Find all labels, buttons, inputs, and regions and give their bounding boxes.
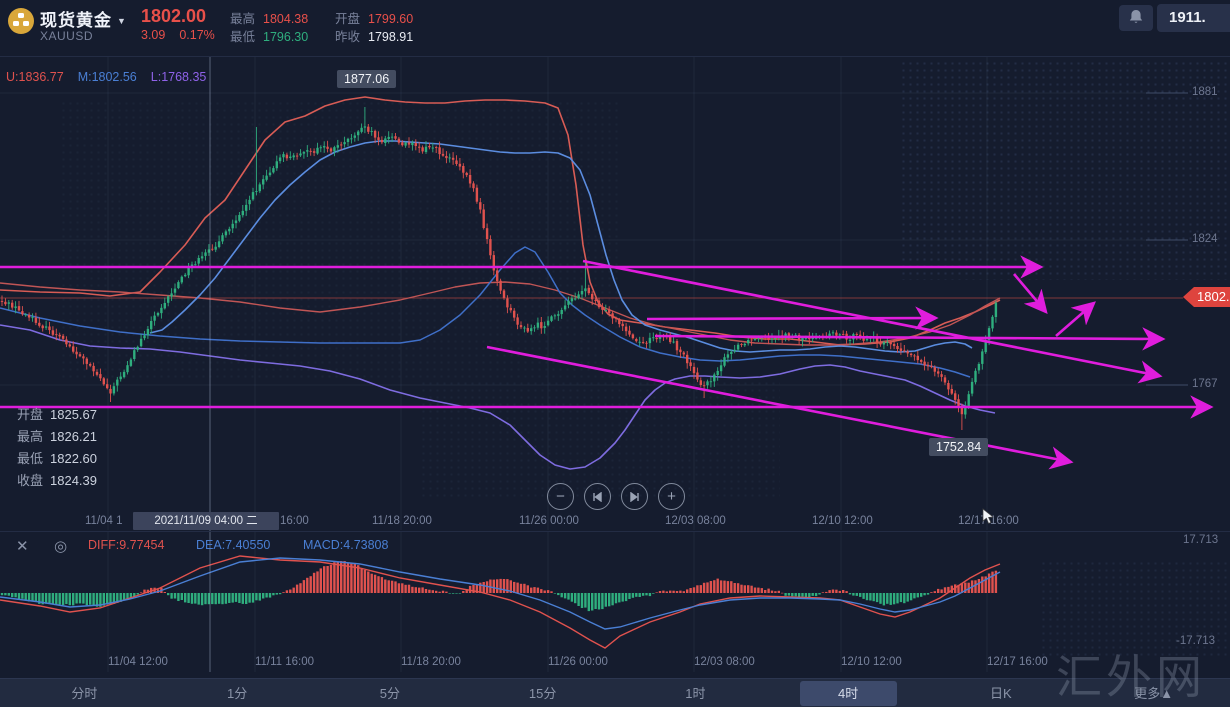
axis-tick-label: 12/10 12:00: [841, 656, 902, 668]
boll-value: U:1836.77: [6, 70, 64, 84]
current-price-tag: 1802.0: [1183, 287, 1230, 307]
macd-diff-line: [0, 555, 1001, 649]
site-logo-icon: [8, 8, 34, 34]
change-percent: 0.17%: [179, 28, 215, 42]
axis-tick-label: 11/11 16:00: [255, 656, 315, 668]
stat-label: 最低: [230, 30, 256, 44]
zoom-out-button[interactable]: −: [547, 483, 574, 510]
tooltip-row: 开盘 1825.67: [17, 407, 98, 422]
session-stats: 最高 1804.38 开盘 1799.60 最低 1796.30 昨收 1798.91: [230, 8, 445, 44]
chevron-down-icon: ▼: [117, 16, 127, 26]
price-change: 3.09 0.17%: [141, 28, 215, 42]
stat-value: 1799.60: [368, 12, 414, 26]
header-divider: [0, 56, 1230, 57]
stat-label: 开盘: [335, 12, 361, 26]
close-icon[interactable]: ✕: [16, 538, 29, 555]
alert-bell-button[interactable]: [1119, 5, 1153, 31]
axis-tick-label: 11/04 12:00: [108, 656, 168, 668]
axis-tick-label: 11/26 00:00: [519, 515, 579, 527]
tooltip-row: 最低 1822.60: [17, 451, 98, 466]
macd-axis-min: -17.713: [1176, 635, 1216, 647]
range-low-arrow: [654, 327, 1166, 351]
stat-label: 最高: [230, 12, 256, 26]
tab-15分[interactable]: 15分: [528, 686, 557, 701]
header: 现货黄金 ▼ XAUUSD 1802.00 3.09 0.17% 最高 1804.38…: [0, 0, 1230, 56]
macd-dea-line: [0, 557, 1001, 630]
skip-end-icon: [630, 491, 639, 502]
macd-axis-max: 17.713: [1183, 534, 1219, 546]
tooltip-row: 最高 1826.21: [17, 429, 98, 444]
macd-plot: [0, 555, 1001, 649]
stat-value: 1804.38: [263, 12, 309, 26]
axis-tick-label: 11/04 1: [85, 515, 123, 527]
bell-icon: [1129, 10, 1143, 23]
bounce-arrow: [1055, 301, 1096, 337]
axis-tick-label: 12/03 08:00: [694, 656, 755, 668]
macd-macd-value: MACD:4.73808: [303, 538, 389, 552]
price-axis-label: 1767: [1192, 378, 1218, 390]
plus-icon: +: [667, 488, 676, 505]
tab-1分[interactable]: 1分: [227, 686, 248, 701]
crosshair-ohlc-tooltip: 开盘 1825.67 最高 1826.21 最低 1822.60 收盘 1824.39: [17, 404, 97, 492]
axis-tick-label: 12/03 08:00: [665, 515, 726, 527]
panel-divider: [0, 531, 1230, 532]
tab-日K[interactable]: 日K: [990, 686, 1012, 701]
skip-start-icon: [593, 491, 602, 502]
high-marker-label: 1877.06: [337, 70, 397, 88]
boll-value: M:1802.56: [77, 70, 137, 84]
last-price: 1802.00: [141, 6, 207, 26]
pullback-arrow: [1013, 273, 1048, 314]
candles: [0, 107, 998, 430]
grid: [0, 57, 1188, 672]
boll-indicator-values: U:1836.77 M:1802.56 L:1768.35: [6, 70, 220, 84]
stat-最高: 最高 1804.38: [230, 8, 335, 26]
minus-icon: −: [556, 488, 565, 505]
stat-开盘: 开盘 1799.60: [335, 8, 445, 26]
zoom-in-button[interactable]: +: [658, 483, 685, 510]
stat-最低: 最低 1796.30: [230, 26, 335, 44]
boll-lower-purple: [0, 324, 996, 470]
tab-5分[interactable]: 5分: [379, 686, 400, 701]
price-axis-label: 1824: [1192, 233, 1218, 245]
skip-end-button[interactable]: [621, 483, 648, 510]
axis-tick-label: 11/26 00:00: [548, 656, 608, 668]
skip-start-button[interactable]: [584, 483, 611, 510]
stat-value: 1798.91: [368, 30, 414, 44]
axis-tick-label: 16:00: [280, 515, 309, 527]
axis-tick-label: 12/17 16:00: [958, 515, 1019, 527]
tab-1时[interactable]: 1时: [685, 686, 706, 701]
axis-tick-label: 11/18 20:00: [401, 656, 461, 668]
stat-label: 昨收: [335, 30, 361, 44]
timeframe-toolbar: 分时 1分 5分 15分 1时 4时 日K 更多▲: [0, 678, 1230, 707]
macd-dea-value: DEA:7.40550: [196, 538, 271, 552]
price-axis-label: 1881: [1192, 86, 1218, 98]
macd-diff-value: DIFF:9.77454: [88, 538, 165, 552]
symbol-selector[interactable]: 现货黄金 ▼: [40, 11, 127, 30]
stat-value: 1796.30: [263, 30, 309, 44]
tab-更多[interactable]: 更多▲: [1134, 686, 1174, 701]
boll-upper-red: [0, 96, 1001, 346]
stat-昨收: 昨收 1798.91: [335, 26, 445, 44]
axis-tick-label: 11/18 20:00: [372, 515, 432, 527]
chart-zoom-controls: − +: [547, 483, 685, 510]
axis-tick-label: 12/10 12:00: [812, 515, 873, 527]
boll-value: L:1768.35: [150, 70, 207, 84]
crosshair-date-label: 2021/11/09 04:00 二: [133, 512, 279, 530]
tooltip-row: 收盘 1824.39: [17, 473, 98, 488]
tab-分时[interactable]: 分时: [71, 686, 98, 701]
range-mid-arrow: [646, 306, 939, 330]
watchlist-quote[interactable]: 1911.: [1157, 4, 1230, 32]
low-marker-label: 1752.84: [929, 438, 989, 456]
ma-blue-fast: [149, 140, 973, 353]
axis-tick-label: 12/17 16:00: [987, 656, 1048, 668]
trend-annotations: [0, 255, 1214, 470]
symbol-code: XAUUSD: [40, 29, 94, 43]
change-value: 3.09: [141, 28, 166, 42]
tab-4时[interactable]: 4时: [772, 679, 925, 707]
settings-icon[interactable]: ◎: [54, 538, 68, 555]
